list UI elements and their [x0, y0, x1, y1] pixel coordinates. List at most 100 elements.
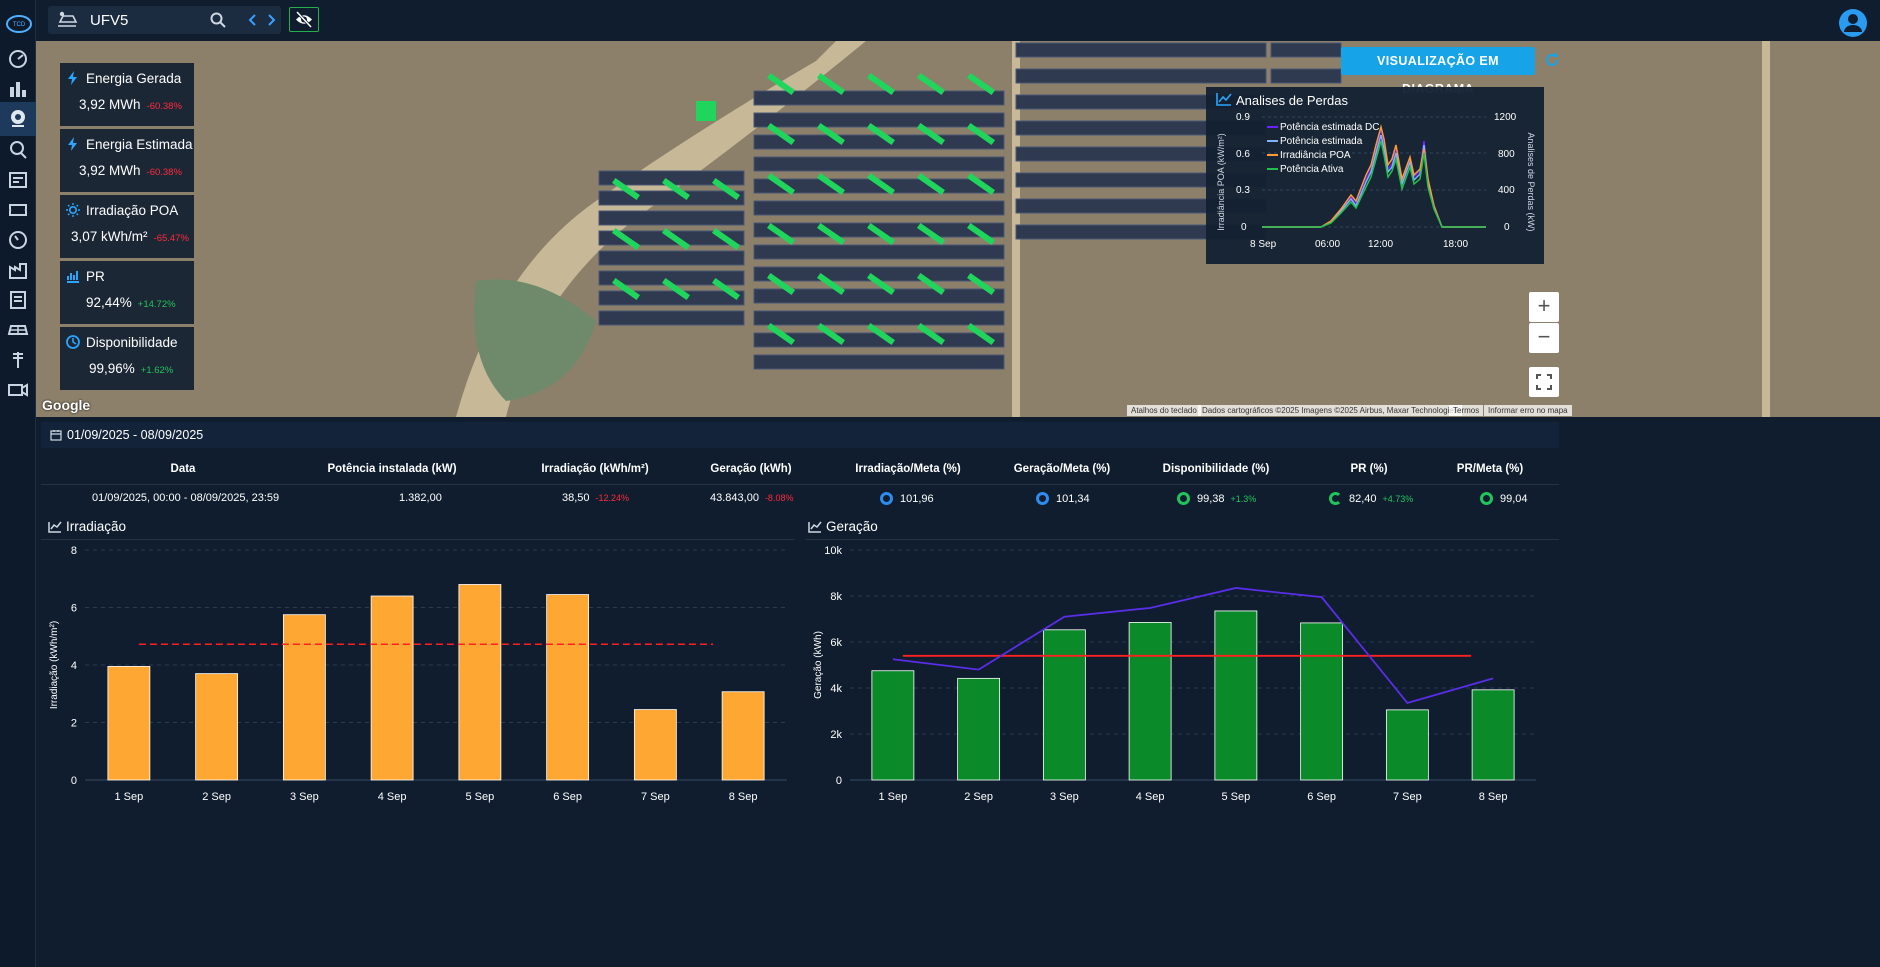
kpi-value: 3,07 kWh/m² -65.47%	[71, 229, 189, 244]
factory-icon[interactable]	[6, 258, 30, 282]
kpi-title: Irradiação POA	[86, 203, 179, 218]
weather-station-icon[interactable]	[6, 348, 30, 372]
estimated-generation-line	[892, 587, 1494, 704]
x-tick-label: 2 Sep	[964, 791, 993, 803]
top-bar: UFV5	[36, 0, 1880, 40]
col-header: Geração/Meta (%)	[1013, 463, 1111, 475]
x-tick-label: 2 Sep	[202, 791, 231, 803]
col-header: PR/Meta (%)	[1456, 463, 1524, 475]
bar-3-sep	[282, 614, 326, 781]
kpi-irradiacao-poa: Irradiação POA 3,07 kWh/m² -65.47%	[60, 195, 194, 258]
map-attrib-shortcuts[interactable]: Atalhos do teclado	[1127, 405, 1201, 416]
loss-chart-title: Analises de Perdas	[1236, 93, 1349, 108]
sidebar-item-map[interactable]	[0, 102, 36, 136]
x-tick-label: 4 Sep	[1136, 791, 1165, 803]
y-tick-label: 4k	[830, 683, 842, 695]
bar-4-sep	[370, 595, 414, 781]
col-header: Geração (kWh)	[710, 463, 792, 475]
loss-ytick: 1200	[1494, 112, 1517, 123]
report-icon[interactable]	[6, 168, 30, 192]
y-axis-label: Irradiação (kWh/m²)	[49, 621, 60, 709]
legend-dc: Potência estimada DC	[1280, 122, 1380, 133]
map-attrib-terms[interactable]: Termos	[1449, 405, 1484, 416]
y-tick-label: 6k	[830, 637, 842, 649]
y-tick-label: 8k	[830, 591, 842, 603]
ring-icon	[1036, 492, 1049, 505]
loss-xtick: 18:00	[1443, 239, 1468, 250]
kpi-delta: -60.38%	[146, 101, 182, 112]
bar-4-sep	[1128, 622, 1172, 781]
x-tick-label: 8 Sep	[1479, 791, 1508, 803]
chevron-left-icon[interactable]	[246, 12, 260, 28]
col-header: Disponibilidade (%)	[1162, 463, 1270, 475]
solar-panel-icon[interactable]	[6, 318, 30, 342]
ring-icon	[1480, 492, 1493, 505]
user-avatar-icon[interactable]	[1838, 8, 1868, 38]
cell-pr-meta: 99,04	[1480, 492, 1528, 505]
plant-navigation	[241, 6, 281, 34]
x-tick-label: 3 Sep	[290, 791, 319, 803]
col-header: Irradiação (kWh/m²)	[541, 463, 649, 475]
search-icon[interactable]	[209, 11, 227, 29]
loss-ytick: 0	[1504, 222, 1510, 233]
kpi-value: 92,44% +14.72%	[86, 295, 176, 310]
x-tick-label: 7 Sep	[1393, 791, 1422, 803]
generation-chart-header: Geração	[808, 519, 878, 534]
irradiation-chart: 0 2 4 6 8 Irradiação (kWh/m²) 1 Sep 2 Sep 3 Sep 4…	[49, 545, 787, 803]
loss-series-active	[1262, 140, 1486, 228]
kpi-delta: +14.72%	[137, 299, 176, 310]
loss-series-estimated	[1262, 134, 1486, 228]
plant-search-input[interactable]: UFV5	[48, 6, 269, 34]
kpi-delta: +1.62%	[140, 365, 174, 376]
loss-ytick: 0.3	[1236, 185, 1250, 196]
zoom-in-button[interactable]: +	[1529, 292, 1559, 322]
cell-irr-meta: 101,96	[880, 492, 934, 505]
loss-yleft-label: Irradiância POA (kW/m²)	[1216, 133, 1226, 231]
bar-2-sep	[195, 673, 239, 781]
col-header: PR (%)	[1350, 463, 1388, 475]
bar-7-sep	[1385, 709, 1429, 781]
legend-poa: Irradiância POA	[1280, 150, 1351, 161]
solar-plant-icon	[58, 11, 78, 27]
diagram-view-button[interactable]: VISUALIZAÇÃO EM DIAGRAMA	[1341, 47, 1535, 96]
dashboard-icon[interactable]	[6, 47, 30, 71]
bar-8-sep	[721, 691, 765, 781]
generation-chart: 0 2k 4k 6k 8k 10k Geração (kWh) 1 Sep 2 Sep 3 Sep…	[813, 545, 1536, 803]
y-axis-label: Geração (kWh)	[813, 631, 824, 699]
x-tick-label: 3 Sep	[1050, 791, 1079, 803]
date-range-picker[interactable]: 01/09/2025 - 08/09/2025	[41, 422, 1559, 448]
gauge-icon[interactable]	[6, 228, 30, 252]
line-chart-icon	[48, 521, 62, 533]
zoom-out-button[interactable]: −	[1529, 323, 1559, 353]
fullscreen-button[interactable]	[1529, 367, 1559, 397]
camera-icon[interactable]	[6, 378, 30, 402]
kpi-title: Disponibilidade	[86, 335, 178, 350]
loss-chart: Irradiância POA (kW/m²) Analises de Perd…	[1216, 112, 1536, 250]
y-tick-label: 4	[71, 660, 77, 672]
refresh-icon[interactable]	[1544, 52, 1560, 68]
map-attrib-data: Dados cartográficos ©2025 Imagens ©2025 …	[1198, 405, 1462, 416]
cell-potencia: 1.382,00	[399, 492, 442, 504]
bar-chart-icon[interactable]	[6, 77, 30, 101]
hide-values-toggle[interactable]	[289, 7, 319, 32]
bar-5-sep	[1214, 610, 1258, 781]
loss-ytick: 0	[1241, 222, 1247, 233]
line-chart-icon	[1216, 93, 1232, 106]
kpi-pr: PR 92,44% +14.72%	[60, 261, 194, 324]
chevron-right-icon[interactable]	[264, 12, 278, 28]
loss-xtick: 06:00	[1315, 239, 1340, 250]
company-logo[interactable]: TCD	[4, 13, 34, 35]
ticket-icon[interactable]	[6, 198, 30, 222]
bar-5-sep	[458, 584, 502, 781]
col-header: Irradiação/Meta (%)	[855, 463, 961, 475]
svg-text:TCD: TCD	[13, 22, 26, 28]
kpi-value: 3,92 MWh -60.38%	[79, 163, 182, 178]
col-header: Potência instalada (kW)	[327, 463, 457, 475]
map-attrib-report[interactable]: Informar erro no mapa	[1484, 405, 1572, 416]
x-tick-label: 6 Sep	[1307, 791, 1336, 803]
inverter-icon[interactable]	[6, 288, 30, 312]
y-tick-label: 8	[71, 545, 77, 557]
search-user-icon[interactable]	[6, 138, 30, 162]
satellite-map[interactable]: + −	[36, 41, 1880, 417]
table-divider	[41, 484, 1559, 485]
